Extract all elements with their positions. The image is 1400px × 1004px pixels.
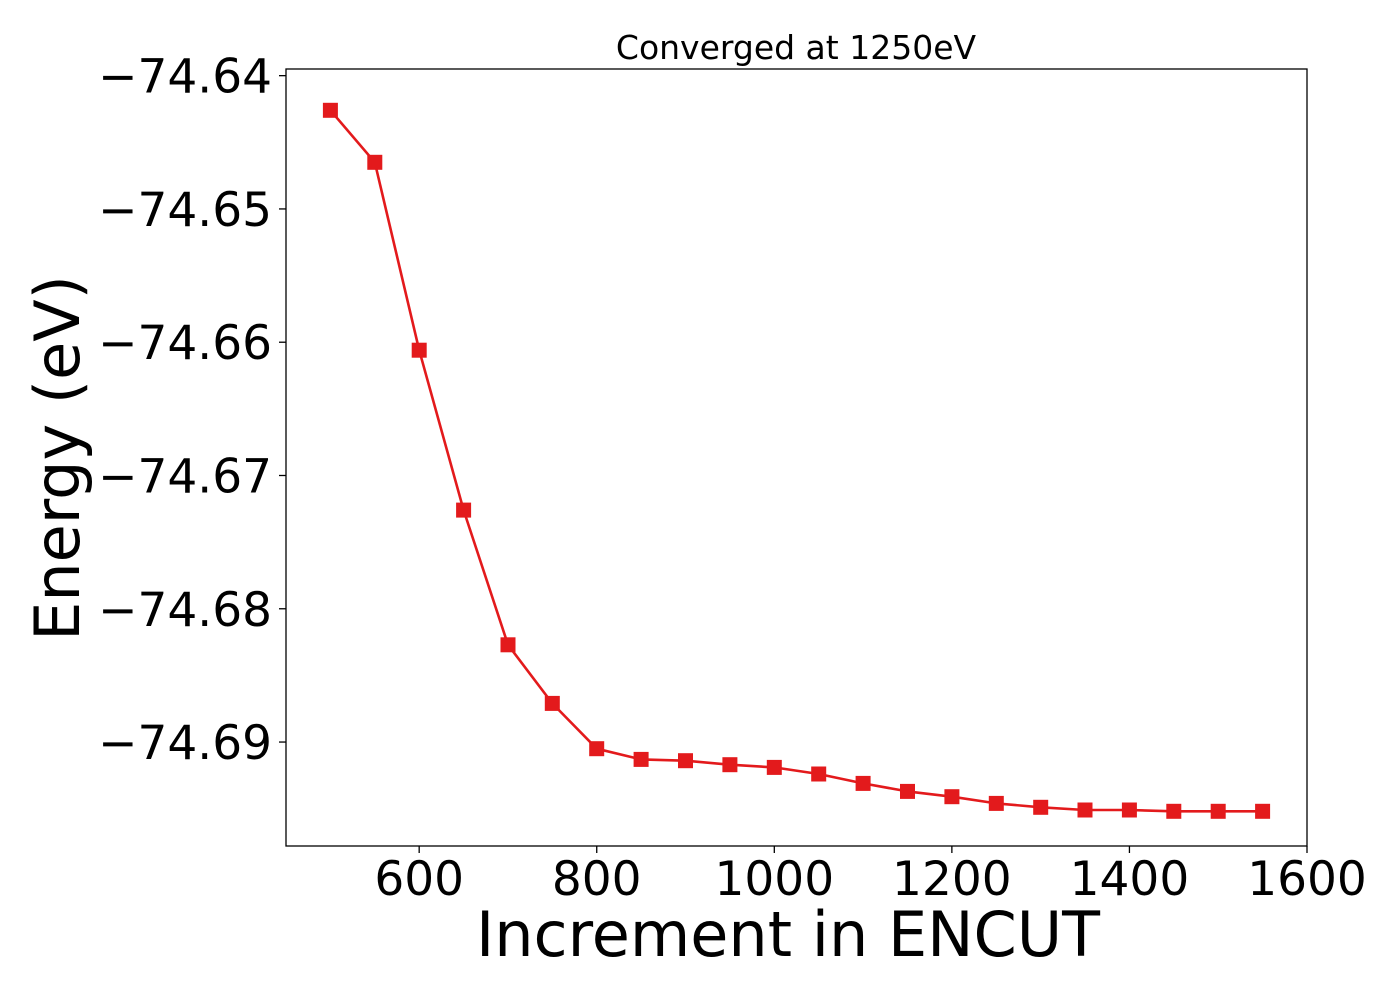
data-point [1210,803,1226,819]
x-tick-label: 1600 [1247,852,1367,907]
data-point [456,502,472,518]
y-tick-label: −74.64 [98,50,272,105]
data-point [367,154,383,170]
data-point [944,789,960,805]
y-tick-label: −74.69 [98,716,272,771]
x-tick-label: 1000 [714,852,834,907]
y-tick-label: −74.65 [98,183,272,238]
chart-title: Converged at 1250eV [616,28,977,67]
data-point [1033,799,1049,815]
data-point [1121,802,1137,818]
x-axis: 600 800 1000 1200 1400 1600 [374,846,1367,907]
data-point [811,766,827,782]
x-tick-label: 600 [374,852,464,907]
y-tick-label: −74.66 [98,316,272,371]
data-point [500,637,516,653]
y-tick-label: −74.68 [98,583,272,638]
data-point [633,751,649,767]
series-energy [322,102,1271,819]
data-point [322,102,338,118]
data-point [678,753,693,769]
y-tick-label: −74.67 [98,449,272,504]
data-point [988,795,1004,811]
series-line [329,109,1263,813]
x-tick-label: 800 [552,852,642,907]
data-point [900,783,915,799]
data-point [1077,802,1093,818]
data-point [722,757,738,773]
y-axis-label: Energy (eV) [21,275,94,641]
plot-area [285,68,1308,847]
x-tick-label: 1200 [892,852,1012,907]
data-point [411,342,427,358]
data-point [544,695,560,711]
data-point [855,775,871,791]
data-point [766,759,782,775]
x-axis-label: Increment in ENCUT [476,898,1101,971]
x-tick-label: 1400 [1070,852,1190,907]
data-point [1166,803,1182,819]
data-point [589,741,605,757]
y-axis: −74.64 −74.65 −74.66 −74.67 −74.68 −74.69 [98,50,286,771]
data-point [1255,803,1271,819]
